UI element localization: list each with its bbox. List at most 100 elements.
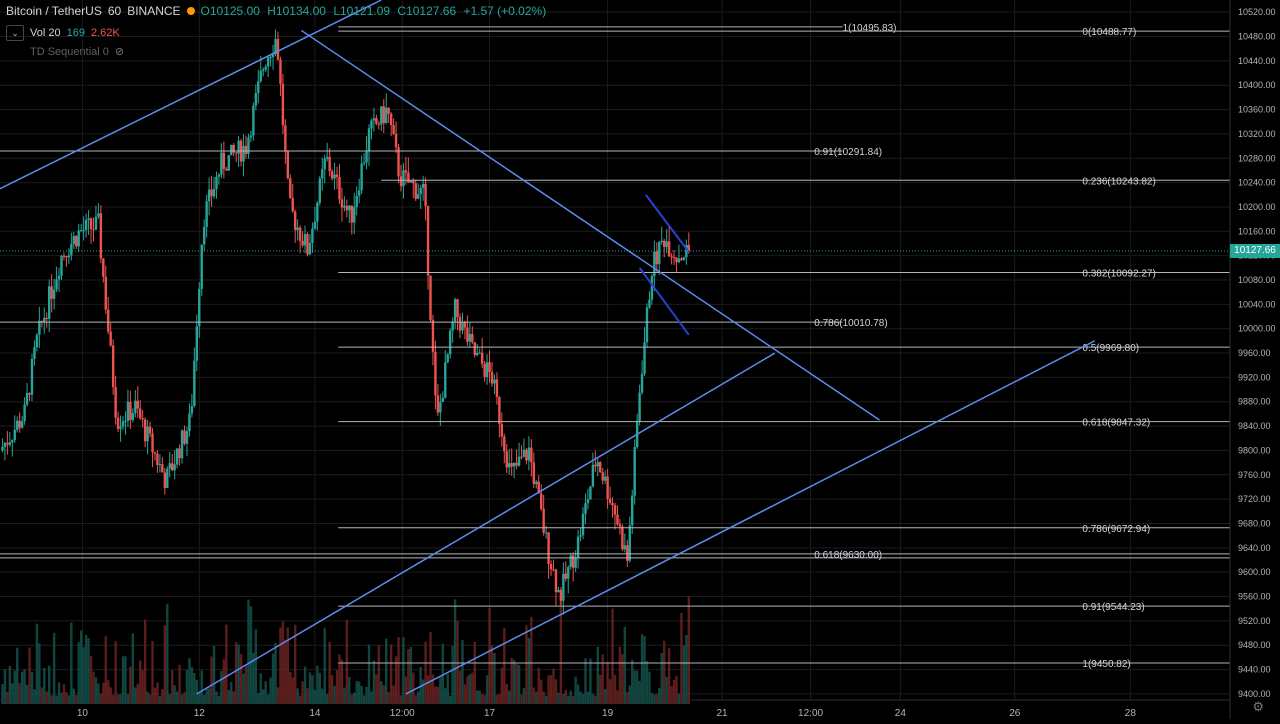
candle-body bbox=[348, 205, 351, 211]
candle-body bbox=[370, 120, 373, 129]
candle-body bbox=[387, 107, 390, 114]
candle-body bbox=[419, 187, 422, 195]
candle-body bbox=[367, 128, 371, 151]
candle-body bbox=[453, 299, 457, 322]
volume-bar bbox=[207, 688, 211, 704]
candle-body bbox=[448, 330, 452, 355]
candle-body bbox=[109, 331, 112, 346]
candle-body bbox=[286, 150, 290, 179]
candle-body bbox=[308, 242, 312, 255]
candle-body bbox=[28, 393, 31, 395]
volume-bar bbox=[198, 693, 201, 704]
candle-body bbox=[195, 326, 198, 361]
candle-body bbox=[75, 236, 78, 247]
volume-bar bbox=[212, 645, 216, 704]
high-value: H10134.00 bbox=[267, 4, 326, 18]
candle-body bbox=[8, 442, 12, 445]
y-tick-label: 9960.00 bbox=[1238, 348, 1271, 358]
candle-body bbox=[463, 322, 467, 328]
fib-level-label: 0.91(10291.84) bbox=[814, 147, 882, 158]
volume-bar bbox=[97, 683, 100, 704]
volume-bar bbox=[237, 644, 240, 704]
fib-level-label: 0.236(10243.82) bbox=[1082, 176, 1155, 187]
symbol-name[interactable]: Bitcoin / TetherUS bbox=[6, 4, 102, 18]
candle-body bbox=[483, 363, 486, 377]
fib-level-label: 0.382(10092.27) bbox=[1082, 269, 1155, 280]
volume-bar bbox=[284, 639, 287, 704]
candle-body bbox=[198, 289, 201, 327]
candle-body bbox=[564, 573, 567, 579]
volume-bar bbox=[348, 676, 351, 704]
candle-body bbox=[148, 426, 152, 434]
volume-bar bbox=[323, 628, 326, 704]
settings-gear-icon[interactable]: ⚙ bbox=[1252, 699, 1264, 714]
volume-bar bbox=[249, 606, 253, 704]
volume-indicator-label[interactable]: Vol 20 bbox=[30, 27, 61, 39]
candle-body bbox=[153, 452, 157, 454]
y-tick-label: 9480.00 bbox=[1238, 640, 1271, 650]
volume-bar bbox=[195, 679, 198, 704]
volume-bar bbox=[114, 641, 117, 704]
candle-body bbox=[136, 400, 139, 409]
collapse-legend-button[interactable]: ⌄ bbox=[6, 25, 24, 41]
volume-bar bbox=[166, 603, 169, 704]
candle-body bbox=[399, 176, 403, 187]
candle-body bbox=[111, 345, 115, 388]
volume-bar bbox=[20, 671, 24, 704]
volume-bar bbox=[306, 688, 309, 704]
candle-body bbox=[271, 54, 275, 57]
candle-body bbox=[655, 251, 659, 265]
volume-bar bbox=[680, 612, 683, 704]
volume-bar bbox=[227, 690, 230, 704]
candle-body bbox=[146, 426, 149, 442]
candle-body bbox=[549, 563, 553, 570]
volume-bar bbox=[111, 694, 115, 704]
volume-bar bbox=[353, 692, 356, 704]
volume-bar bbox=[222, 659, 226, 704]
candle-body bbox=[247, 137, 250, 154]
volume-bar bbox=[532, 687, 536, 704]
trendline-flag-lower bbox=[638, 267, 690, 336]
candle-body bbox=[591, 464, 595, 487]
candle-body bbox=[355, 195, 358, 208]
candle-body bbox=[279, 59, 282, 84]
candle-body bbox=[166, 468, 169, 488]
volume-bar bbox=[11, 683, 14, 704]
y-tick-label: 9800.00 bbox=[1238, 445, 1271, 455]
candle-body bbox=[687, 245, 690, 252]
candle-body bbox=[596, 462, 599, 467]
volume-bar bbox=[503, 627, 506, 704]
candle-body bbox=[517, 456, 521, 466]
candle-body bbox=[535, 481, 538, 484]
volume-bar bbox=[43, 667, 46, 704]
volume-bar bbox=[104, 636, 107, 704]
volume-bar bbox=[345, 619, 349, 704]
volume-bar bbox=[520, 694, 523, 704]
candle-body bbox=[677, 258, 681, 263]
hidden-eye-icon[interactable]: ⊘ bbox=[114, 46, 125, 58]
trendline-falling-resistance bbox=[300, 29, 880, 421]
volume-bar bbox=[119, 694, 122, 704]
candle-body bbox=[316, 202, 319, 222]
volume-bar bbox=[389, 644, 393, 704]
candle-body bbox=[281, 83, 285, 126]
candle-body bbox=[234, 152, 238, 154]
volume-bar bbox=[535, 691, 538, 704]
volume-bar bbox=[549, 675, 553, 704]
td-sequential-label[interactable]: TD Sequential 0 bbox=[30, 45, 109, 58]
candle-body bbox=[658, 241, 661, 265]
candle-body bbox=[335, 174, 339, 177]
volume-bar bbox=[269, 677, 272, 704]
last-price-label: 10127.66 bbox=[1230, 243, 1280, 258]
trendline-channel-lower bbox=[405, 340, 1096, 695]
candle-body bbox=[353, 207, 356, 223]
candle-body bbox=[375, 118, 378, 124]
interval-label[interactable]: 60 bbox=[107, 4, 122, 18]
candle-body bbox=[94, 216, 98, 230]
candle-body bbox=[97, 213, 100, 217]
candle-body bbox=[296, 227, 299, 231]
candle-body bbox=[244, 145, 248, 154]
candle-body bbox=[488, 362, 491, 372]
